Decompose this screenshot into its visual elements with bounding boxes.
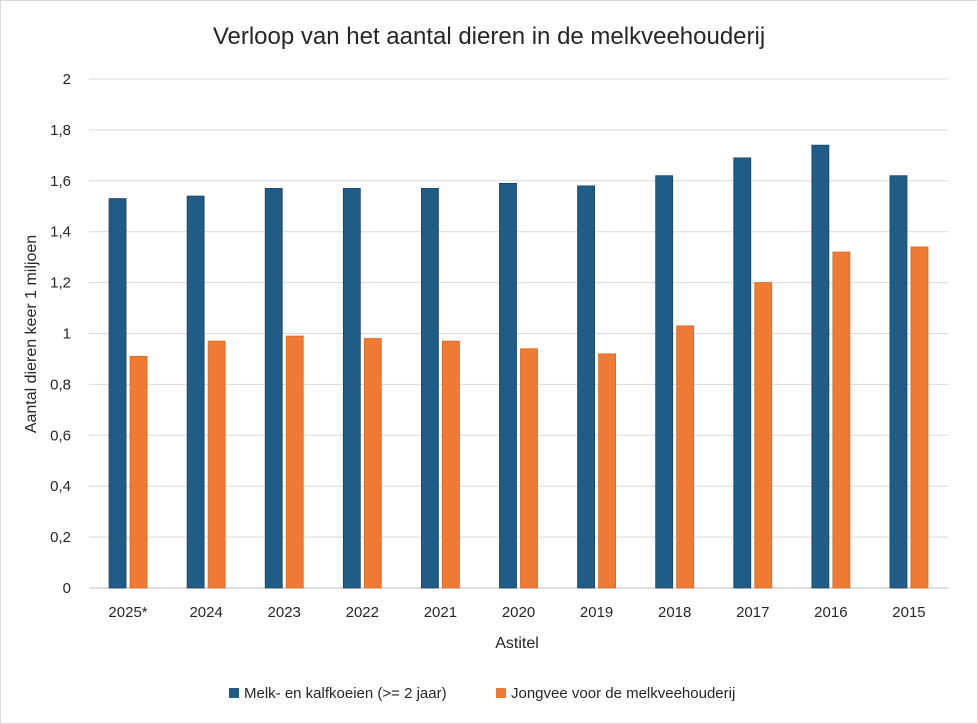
y-tick-label: 1,6 bbox=[50, 173, 71, 190]
bar-jongvee bbox=[754, 282, 773, 589]
x-tick-label: 2019 bbox=[580, 604, 613, 621]
y-axis-ticks: 0 0,2 0,4 0,6 0,8 1 1,2 1,4 1,6 1,8 2 bbox=[50, 71, 71, 597]
bar-melk-kalfkoeien bbox=[733, 157, 752, 589]
bar-jongvee bbox=[285, 335, 304, 589]
x-tick-label: 2024 bbox=[189, 604, 222, 621]
bar-melk-kalfkoeien bbox=[811, 144, 830, 589]
bars bbox=[108, 144, 929, 589]
legend-swatch-melk-kalfkoeien bbox=[229, 688, 239, 698]
y-axis-label: Aantal dieren keer 1 miljoen bbox=[23, 235, 40, 433]
x-axis-label: Astitel bbox=[495, 635, 539, 652]
bar-melk-kalfkoeien bbox=[499, 182, 517, 589]
legend-swatch-jongvee bbox=[496, 688, 506, 698]
bar-jongvee bbox=[520, 348, 538, 589]
x-tick-label: 2022 bbox=[346, 604, 379, 621]
bar-jongvee bbox=[207, 340, 226, 589]
legend: Melk- en kalfkoeien (>= 2 jaar) Jongvee v… bbox=[229, 685, 735, 702]
x-tick-label: 2017 bbox=[736, 604, 769, 621]
bar-jongvee bbox=[832, 251, 851, 589]
y-tick-label: 1,2 bbox=[50, 275, 71, 292]
bar-melk-kalfkoeien bbox=[577, 185, 595, 589]
legend-label-jongvee: Jongvee voor de melkveehouderij bbox=[511, 685, 735, 702]
y-tick-label: 0,6 bbox=[50, 427, 71, 444]
bar-melk-kalfkoeien bbox=[421, 188, 439, 589]
y-tick-label: 0,8 bbox=[50, 376, 71, 393]
y-tick-label: 0,4 bbox=[50, 478, 71, 495]
y-tick-label: 0,2 bbox=[50, 529, 71, 546]
x-tick-label: 2025* bbox=[108, 604, 147, 621]
bar-jongvee bbox=[129, 356, 148, 589]
bar-melk-kalfkoeien bbox=[655, 175, 674, 589]
y-tick-label: 1,4 bbox=[50, 224, 71, 241]
bar-melk-kalfkoeien bbox=[889, 175, 908, 589]
bar-jongvee bbox=[910, 246, 929, 589]
bar-melk-kalfkoeien bbox=[108, 198, 127, 589]
bar-jongvee bbox=[363, 338, 382, 589]
bar-jongvee bbox=[676, 325, 695, 589]
y-tick-label: 2 bbox=[63, 71, 71, 88]
chart-title: Verloop van het aantal dieren in de melk… bbox=[213, 23, 765, 50]
y-tick-label: 1,8 bbox=[50, 122, 71, 139]
bar-melk-kalfkoeien bbox=[264, 188, 283, 589]
x-axis-ticks: 2025* 2024 2023 2022 2021 2020 2019 2018 2017 201… bbox=[108, 604, 925, 621]
x-tick-label: 2018 bbox=[658, 604, 691, 621]
x-tick-label: 2015 bbox=[892, 604, 925, 621]
x-tick-label: 2023 bbox=[268, 604, 301, 621]
bar-melk-kalfkoeien bbox=[342, 188, 361, 589]
x-tick-label: 2020 bbox=[502, 604, 535, 621]
gridlines bbox=[89, 78, 948, 589]
y-tick-label: 0 bbox=[63, 580, 71, 597]
y-tick-label: 1 bbox=[63, 326, 71, 343]
bar-melk-kalfkoeien bbox=[186, 195, 205, 589]
x-tick-label: 2016 bbox=[814, 604, 847, 621]
bar-jongvee bbox=[442, 340, 460, 589]
x-tick-label: 2021 bbox=[424, 604, 457, 621]
legend-label-melk-kalfkoeien: Melk- en kalfkoeien (>= 2 jaar) bbox=[244, 685, 447, 702]
bar-jongvee bbox=[598, 353, 616, 589]
